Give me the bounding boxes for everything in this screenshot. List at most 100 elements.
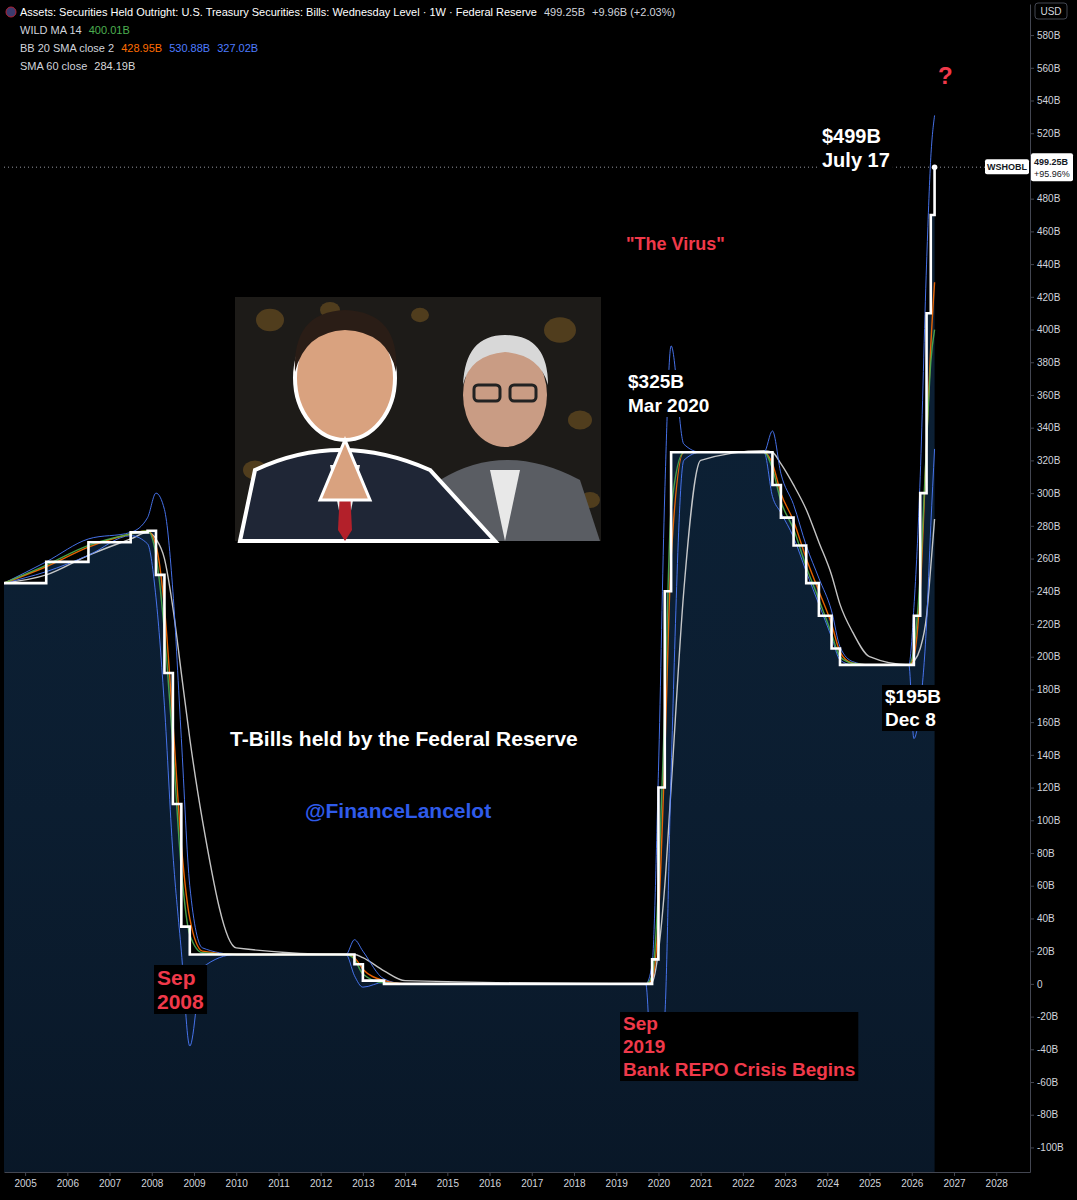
tick: 80B <box>1030 848 1055 859</box>
currency-frame <box>1035 3 1067 19</box>
tick-mark <box>1030 689 1034 690</box>
tick: 360B <box>1030 390 1061 401</box>
tick: 2008 <box>141 1172 164 1189</box>
x-axis: 2005200620072008200920102011201220132014… <box>5 1172 1031 1189</box>
tick: 460B <box>1030 226 1061 237</box>
tag-box <box>1031 153 1073 181</box>
tick-mark <box>110 1172 111 1176</box>
tick-mark <box>1030 395 1034 396</box>
annotation: $195BDec 8 <box>882 685 944 731</box>
tick-mark <box>194 1172 195 1176</box>
tick: 2007 <box>99 1172 122 1189</box>
tick: 540B <box>1030 95 1061 106</box>
tick-label: 2021 <box>690 1178 713 1189</box>
annotation-text: Sep <box>623 1013 658 1034</box>
tick-mark <box>1030 330 1034 331</box>
legend-value: 400.01B <box>89 24 130 36</box>
tick-label: 2009 <box>183 1178 206 1189</box>
annotation: T-Bills held by the Federal Reserve <box>227 726 581 751</box>
tick: 2019 <box>606 1172 629 1189</box>
tick: 2010 <box>226 1172 249 1189</box>
tick-label: 2020 <box>648 1178 671 1189</box>
tag-change: +95.96% <box>1034 169 1070 179</box>
currency-box: USD <box>1035 3 1067 19</box>
tick-mark <box>1030 428 1034 429</box>
tick-label: 2006 <box>57 1178 80 1189</box>
tick: 200B <box>1030 651 1061 662</box>
annotation-text: Dec 8 <box>885 709 936 730</box>
tick-label: 200B <box>1037 651 1061 662</box>
annotation-patch <box>623 233 728 255</box>
tick-mark <box>1030 657 1034 658</box>
tick: -80B <box>1030 1109 1058 1120</box>
tick: 160B <box>1030 717 1061 728</box>
tick-mark <box>1030 199 1034 200</box>
tick-mark <box>1030 460 1034 461</box>
photo-coin <box>411 308 429 322</box>
tick: 2005 <box>14 1172 37 1189</box>
tick: 2016 <box>479 1172 502 1189</box>
background <box>0 0 1077 1200</box>
tick-label: 460B <box>1037 226 1061 237</box>
annotation-text: Mar 2020 <box>628 395 709 416</box>
tick-mark <box>1030 231 1034 232</box>
annotation: @FinanceLancelot <box>302 798 494 823</box>
tick-mark <box>1030 853 1034 854</box>
tick-label: 2014 <box>394 1178 417 1189</box>
tick-label: 120B <box>1037 782 1061 793</box>
tick-label: 2027 <box>943 1178 966 1189</box>
axis-line <box>5 1172 1031 1173</box>
tick-mark <box>1030 624 1034 625</box>
tick-label: 240B <box>1037 586 1061 597</box>
tick-mark <box>1030 788 1034 789</box>
tick-mark <box>1030 133 1034 134</box>
annotation-patch <box>819 124 893 172</box>
tick-label: -80B <box>1037 1109 1058 1120</box>
chart-root: -100B-80B-60B-40B-20B020B40B60B80B100B12… <box>0 0 1077 1200</box>
tick-label: -40B <box>1037 1044 1058 1055</box>
photo-glasses <box>510 385 536 401</box>
tick-label: 2026 <box>901 1178 924 1189</box>
chart-title: Assets: Securities Held Outright: U.S. T… <box>20 6 537 18</box>
tick-mark <box>658 1172 659 1176</box>
tick: -60B <box>1030 1077 1058 1088</box>
tick-mark <box>1030 918 1034 919</box>
annotation-text: $499B <box>822 125 881 147</box>
tick: 40B <box>1030 913 1055 924</box>
annotation-patch <box>302 798 494 823</box>
tick-label: 2017 <box>521 1178 544 1189</box>
tick-label: 360B <box>1037 390 1061 401</box>
tick-label: 80B <box>1037 848 1055 859</box>
currency-label: USD <box>1040 6 1061 17</box>
tick-label: 2028 <box>986 1178 1009 1189</box>
tick-label: 560B <box>1037 62 1061 73</box>
annotation-text: Bank REPO Crisis Begins <box>623 1059 855 1080</box>
tick-mark <box>405 1172 406 1176</box>
tick-mark <box>236 1172 237 1176</box>
annotation: Sep2019Bank REPO Crisis Begins <box>620 1012 858 1081</box>
tick-mark <box>490 1172 491 1176</box>
tick: 440B <box>1030 259 1061 270</box>
chart-svg: -100B-80B-60B-40B-20B020B40B60B80B100B12… <box>0 0 1077 1200</box>
photo-glasses <box>474 385 500 401</box>
annotation-text: 2008 <box>157 990 204 1013</box>
tick: 2021 <box>690 1172 713 1189</box>
tick-label: 300B <box>1037 488 1061 499</box>
tick-mark <box>954 1172 955 1176</box>
tick-mark <box>996 1172 997 1176</box>
area-fill <box>4 167 935 1172</box>
annotation-text: $325B <box>628 371 684 392</box>
tick-label: -60B <box>1037 1077 1058 1088</box>
tick-mark <box>152 1172 153 1176</box>
tick: 2009 <box>183 1172 206 1189</box>
annotation-patch <box>625 370 712 417</box>
tick-label: 280B <box>1037 521 1061 532</box>
last-point <box>932 164 938 170</box>
tick: 300B <box>1030 488 1061 499</box>
header-change: +9.96B (+2.03%) <box>592 6 675 18</box>
tick-mark <box>321 1172 322 1176</box>
tick: 320B <box>1030 455 1061 466</box>
tick: 2028 <box>986 1172 1009 1189</box>
annotation-text: $195B <box>885 686 941 707</box>
tag-box <box>985 159 1029 174</box>
